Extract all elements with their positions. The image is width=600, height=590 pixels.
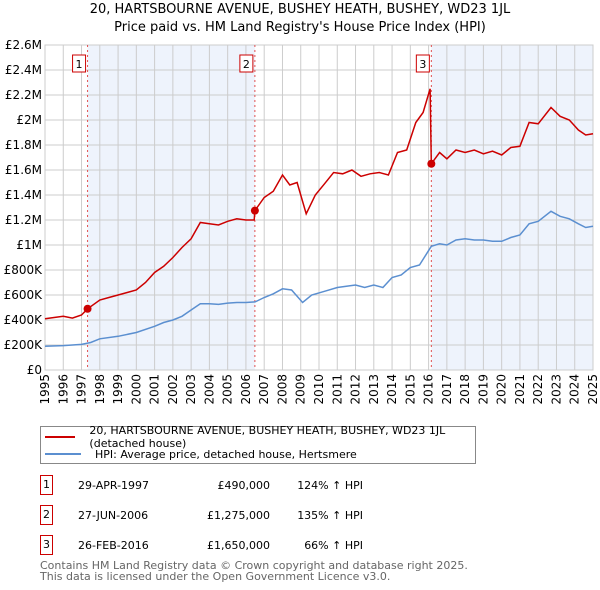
x-tick-label: 2022	[531, 374, 545, 405]
transaction-row: 1 29-APR-1997 £490,000 124% ↑ HPI	[40, 475, 600, 497]
x-tick-label: 2016	[422, 374, 436, 405]
shaded-period-1	[87, 45, 255, 370]
sale-label: 2	[243, 58, 250, 71]
y-tick-label: £1.8M	[5, 138, 42, 152]
x-tick-label: 1997	[75, 374, 89, 405]
x-tick-label: 1999	[111, 374, 125, 405]
x-tick-label: 2015	[403, 374, 417, 405]
x-tick-label: 2025	[586, 374, 600, 405]
x-tick-label: 1995	[38, 374, 52, 405]
transaction-marker: 2	[40, 505, 53, 525]
footer: Contains HM Land Registry data © Crown c…	[40, 560, 468, 582]
transaction-date: 29-APR-1997	[78, 479, 150, 492]
sale-label-box	[415, 54, 430, 73]
y-tick-label: £600K	[4, 288, 44, 302]
transaction-hpi-diff: 124% ↑ HPI	[297, 479, 363, 492]
transaction-date: 27-JUN-2006	[78, 509, 149, 522]
plot-border	[44, 44, 594, 371]
y-tick-label: £0	[27, 363, 42, 377]
y-tick-label: £1.2M	[5, 213, 42, 227]
transaction-hpi-diff: 66% ↑ HPI	[304, 539, 363, 552]
chart-subtitle: Price paid vs. HM Land Registry's House …	[114, 20, 486, 35]
x-tick-label: 2003	[184, 374, 198, 405]
transaction-date: 26-FEB-2016	[78, 539, 149, 552]
y-tick-label: £2.4M	[5, 63, 42, 77]
legend-item-property: 20, HARTSBOURNE AVENUE, BUSHEY HEATH, BU…	[45, 424, 475, 450]
x-tick-label: 2011	[330, 374, 344, 405]
sale-label: 1	[76, 58, 83, 71]
transaction-marker: 3	[40, 535, 53, 555]
legend-label-property: 20, HARTSBOURNE AVENUE, BUSHEY HEATH, BU…	[89, 424, 446, 450]
sale-point	[427, 159, 436, 168]
footer-line-2: This data is licensed under the Open Gov…	[40, 570, 391, 583]
footer-line-1: Contains HM Land Registry data © Crown c…	[40, 559, 468, 572]
x-tick-label: 2021	[513, 374, 527, 405]
x-tick-label: 2009	[294, 374, 308, 405]
x-tick-label: 1996	[56, 374, 70, 405]
x-tick-label: 2018	[458, 374, 472, 405]
sale-label-box	[239, 54, 254, 73]
y-tick-label: £1.4M	[5, 188, 42, 202]
legend-swatch-hpi	[45, 453, 81, 455]
x-tick-label: 2001	[148, 374, 162, 405]
x-tick-label: 2012	[349, 374, 363, 405]
y-tick-label: £200K	[4, 338, 44, 352]
x-tick-label: 2020	[495, 374, 509, 405]
hpi-series-line	[44, 210, 594, 348]
x-tick-label: 2000	[129, 374, 143, 405]
x-tick-label: 1998	[93, 374, 107, 405]
x-tick-label: 2013	[367, 374, 381, 405]
x-tick-label: 2004	[202, 374, 216, 405]
y-tick-label: £800K	[4, 263, 44, 277]
legend-swatch-property	[45, 436, 76, 438]
transaction-price: £1,650,000	[207, 539, 270, 552]
y-tick-label: £1.6M	[5, 163, 42, 177]
transaction-price: £1,275,000	[207, 509, 270, 522]
x-tick-label: 2024	[568, 374, 582, 405]
x-tick-label: 2017	[440, 374, 454, 405]
price-chart: 1995 1996 1997 1998 1999 2000 2001 2002 2003 2004…	[4, 38, 600, 405]
x-tick-label: 2014	[385, 374, 399, 405]
y-tick-label: £1M	[16, 238, 42, 252]
x-tick-label: 2005	[221, 374, 235, 405]
x-tick-label: 2002	[166, 374, 180, 405]
y-tick-label: £2.6M	[5, 38, 42, 52]
legend: 20, HARTSBOURNE AVENUE, BUSHEY HEATH, BU…	[40, 424, 476, 464]
y-tick-label: £400K	[4, 313, 44, 327]
sale-point	[250, 206, 259, 215]
shaded-period-3	[431, 45, 593, 370]
y-tick-label: £2M	[16, 113, 42, 127]
x-tick-label: 2006	[239, 374, 253, 405]
x-tick-label: 2019	[476, 374, 490, 405]
transaction-price: £490,000	[217, 479, 271, 492]
transaction-row: 3 26-FEB-2016 £1,650,000 66% ↑ HPI	[40, 535, 600, 557]
x-tick-label: 2023	[549, 374, 563, 405]
legend-label-hpi: HPI: Average price, detached house, Hert…	[95, 447, 357, 461]
sale-label: 3	[419, 58, 426, 71]
property-series-line	[44, 88, 594, 320]
legend-item-hpi: HPI: Average price, detached house, Hert…	[45, 446, 357, 462]
x-tick-label: 2010	[312, 374, 326, 405]
chart-title: 20, HARTSBOURNE AVENUE, BUSHEY HEATH, BU…	[89, 2, 511, 17]
transaction-row: 2 27-JUN-2006 £1,275,000 135% ↑ HPI	[40, 505, 600, 527]
transaction-hpi-diff: 135% ↑ HPI	[297, 509, 363, 522]
x-tick-label: 2007	[257, 374, 271, 405]
transaction-marker: 1	[40, 475, 53, 495]
sale-label-box	[72, 54, 87, 73]
y-tick-label: £2.2M	[5, 88, 42, 102]
sale-point	[83, 304, 92, 313]
x-tick-label: 2008	[275, 374, 289, 405]
